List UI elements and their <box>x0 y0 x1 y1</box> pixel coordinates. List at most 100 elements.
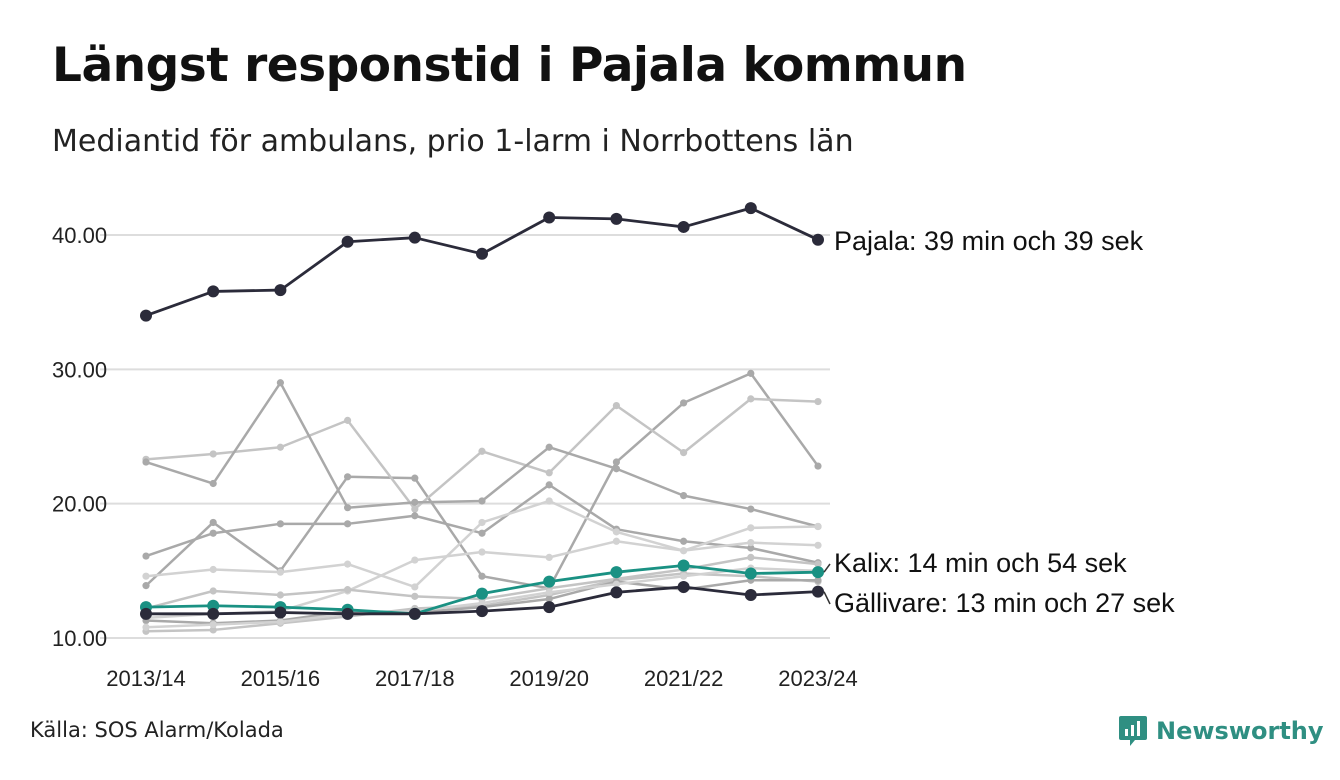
series-labels: Pajala: 39 min och 39 sek Kalix: 14 min o… <box>823 226 1175 618</box>
background-series-6-point <box>814 541 822 549</box>
background-series-2-point <box>545 469 553 477</box>
y-tick-label: 20.00 <box>52 492 107 517</box>
background-series-6-point <box>545 553 553 562</box>
x-axis: 2013/14 2015/16 2017/18 2019/20 2021/22 2023/… <box>106 666 858 691</box>
background-series-3-point <box>747 505 755 513</box>
background-series-1-point <box>478 572 486 580</box>
series-gllivare-point <box>476 605 488 618</box>
series-pajala-line <box>145 206 819 317</box>
series-pajala-point <box>812 233 824 246</box>
background-series-10-point <box>276 618 284 626</box>
background-series-1-line <box>145 372 820 590</box>
series-gllivare-point <box>341 607 354 620</box>
background-series-3-point <box>344 504 352 512</box>
x-tick-label: 2015/16 <box>241 666 321 691</box>
background-series-2-point <box>344 416 352 424</box>
brand[interactable]: Newsworthy <box>1118 714 1324 748</box>
background-series-7-point <box>344 586 352 594</box>
background-series-5-point <box>814 522 822 531</box>
series-end-label: Pajala: 39 min och 39 sek <box>834 226 1144 256</box>
background-series-7-point <box>814 560 822 568</box>
background-series-6-point <box>680 547 688 555</box>
x-tick-label: 2019/20 <box>509 666 589 691</box>
background-series-10-point <box>545 588 553 596</box>
series-end-label: Gällivare: 13 min och 27 sek <box>834 588 1175 618</box>
background-series-3-point <box>209 479 217 488</box>
series-pajala-point <box>207 285 220 298</box>
series-kalix-point <box>476 587 488 600</box>
background-series-9-point <box>545 595 553 603</box>
series-pajala-point <box>341 235 354 248</box>
background-series-4-point <box>545 481 553 489</box>
series-gllivare-point <box>812 585 824 598</box>
y-tick-label: 10.00 <box>52 626 107 651</box>
background-series-5-point <box>747 524 755 532</box>
background-series-5-point <box>612 528 621 536</box>
background-series-2-point <box>478 447 486 455</box>
background-series-3-point <box>545 443 553 451</box>
background-series-6-point <box>411 556 419 564</box>
background-series-1-point <box>814 462 822 470</box>
background-series-5-point <box>209 565 217 574</box>
background-series-6-point <box>612 537 621 545</box>
background-series-1-point <box>747 369 755 377</box>
newsworthy-logo-icon <box>1119 716 1147 746</box>
x-tick-label: 2013/14 <box>106 666 186 691</box>
series-pajala-point <box>140 309 152 322</box>
background-series-4-point <box>276 520 284 528</box>
y-tick-label: 30.00 <box>52 357 107 382</box>
background-series-8-point <box>209 626 217 634</box>
background-series-10-point <box>142 623 150 631</box>
series-gllivare-point <box>744 589 757 602</box>
series-pajala-point <box>476 247 488 260</box>
series-gllivare-point <box>610 586 623 599</box>
background-series-5-point <box>142 572 150 580</box>
background-series-2-point <box>680 449 688 457</box>
series-gllivare-point <box>677 580 690 593</box>
background-series-1-point <box>142 582 150 590</box>
x-tick-label: 2017/18 <box>375 666 455 691</box>
background-series-6-point <box>747 539 755 547</box>
background-series-9-point <box>814 576 822 584</box>
background-series-3-point <box>612 465 621 473</box>
highlighted-series <box>140 202 824 620</box>
background-series-2-point <box>411 505 419 513</box>
brand-name: Newsworthy <box>1156 717 1324 745</box>
series-kalix-point <box>610 566 623 579</box>
x-tick-label: 2023/24 <box>778 666 858 691</box>
series-gllivare-point <box>543 601 556 614</box>
grid-layer <box>100 234 830 639</box>
background-series-1-point <box>209 518 217 527</box>
x-tick-label: 2021/22 <box>644 666 724 691</box>
series-pajala-point <box>610 212 623 225</box>
y-axis: 10.00 20.00 30.00 40.00 <box>52 223 107 651</box>
background-series-7-point <box>411 592 419 600</box>
background-series-2-point <box>612 402 621 410</box>
series-end-label: Kalix: 14 min och 54 sek <box>834 548 1127 578</box>
background-series-7-point <box>209 587 217 595</box>
background-series-7-point <box>747 553 755 562</box>
label-leader-line <box>823 591 831 605</box>
series-pajala-point <box>543 211 556 224</box>
background-series-2-point <box>814 397 822 406</box>
series-pajala-point <box>408 231 421 244</box>
background-series-4-point <box>478 529 486 537</box>
chart-subtitle: Mediantid för ambulans, prio 1-larm i No… <box>52 124 854 159</box>
chart-title: Längst responstid i Pajala kommun <box>52 38 967 93</box>
background-series-4-point <box>142 552 150 560</box>
background-series-4-point <box>209 529 217 537</box>
series-gllivare-point <box>207 607 220 620</box>
series-pajala-point <box>744 202 757 215</box>
background-series-2-point <box>209 450 217 458</box>
series-gllivare-point <box>140 607 152 620</box>
background-series-2-point <box>747 395 755 403</box>
background-series-3-point <box>680 492 688 500</box>
background-series-3-point <box>478 497 486 505</box>
background-series-10-point <box>209 620 217 629</box>
background-series-3-point <box>142 458 150 466</box>
background-series-7-point <box>276 591 284 599</box>
background-series-4-point <box>411 512 419 520</box>
series-pajala-point <box>677 220 690 233</box>
background-series-5-point <box>411 583 419 591</box>
background-series-5-point <box>478 518 486 527</box>
